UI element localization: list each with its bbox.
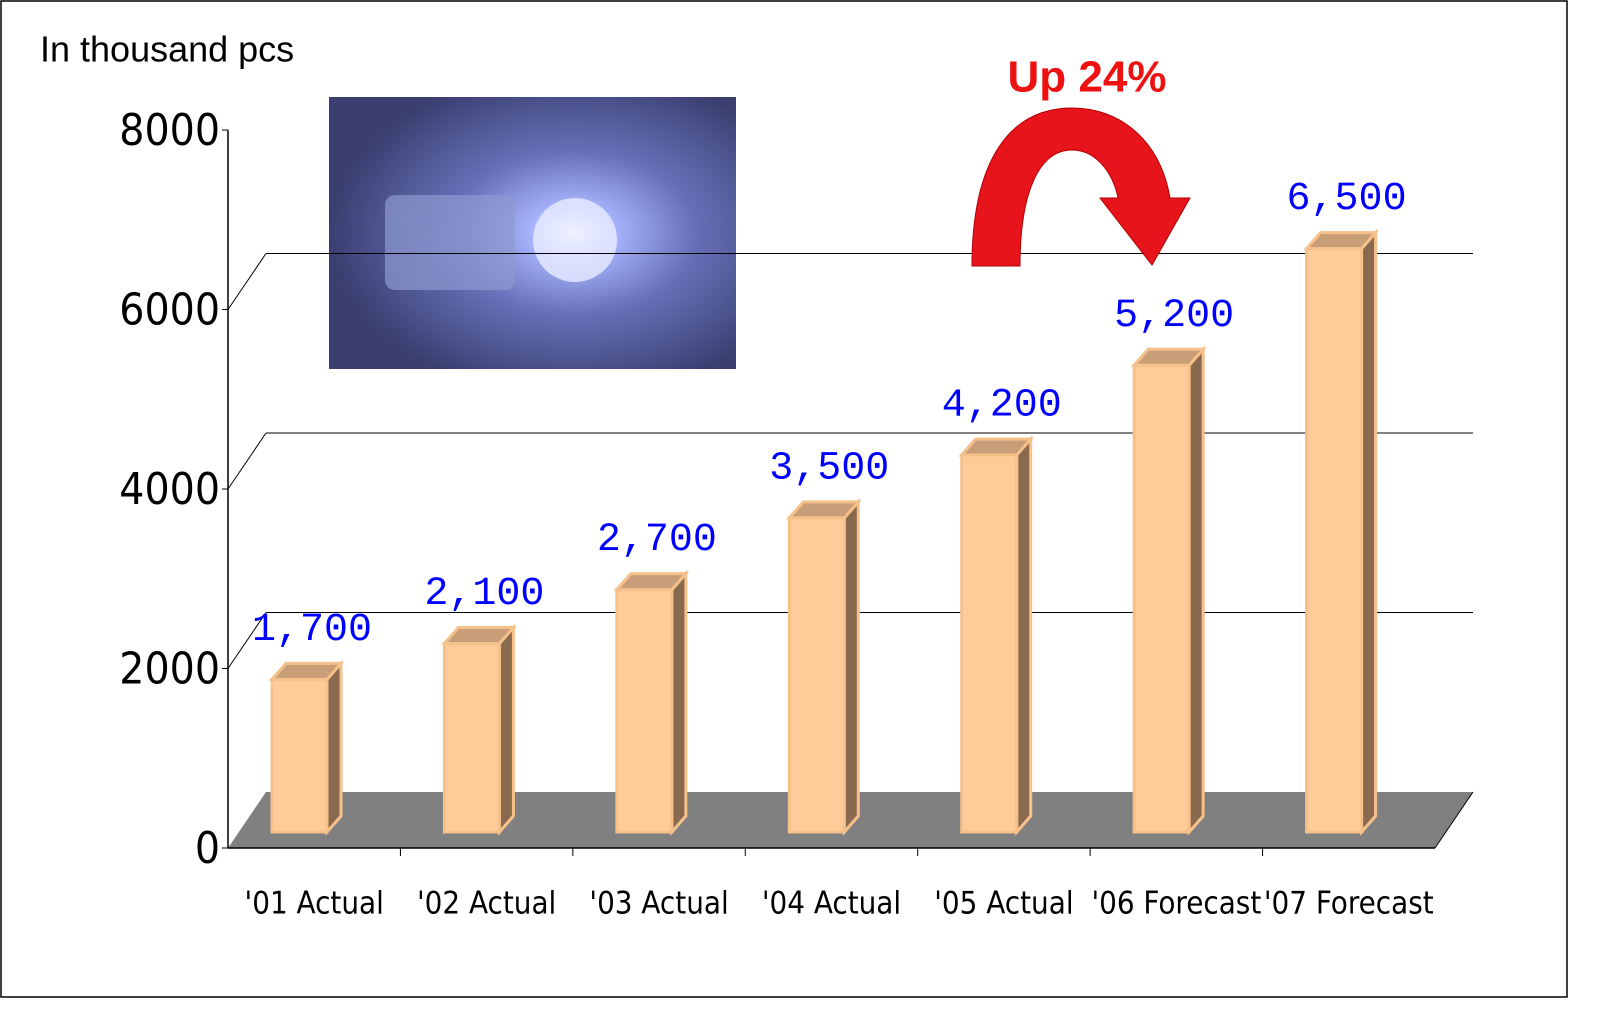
bar: [442, 642, 501, 834]
bar-top: [613, 572, 690, 592]
x-tick-label: '05 Actual: [934, 886, 1073, 922]
value-label: 6,500: [1287, 177, 1407, 222]
y-tick-label: 2000: [119, 644, 220, 695]
x-tick-label: '03 Actual: [589, 886, 728, 922]
bar: [615, 588, 674, 834]
bar-top: [1303, 231, 1379, 251]
bar-side: [325, 659, 343, 836]
y-axis-label: In thousand pcs: [40, 29, 294, 70]
grid-line: [227, 432, 267, 490]
y-tick-label: 0: [195, 823, 220, 874]
bar: [960, 453, 1019, 834]
floor-edge: [1434, 791, 1474, 849]
bar-top: [958, 437, 1035, 457]
bar-side: [1187, 345, 1205, 836]
value-label: 4,200: [942, 384, 1062, 429]
y-tick-label: 8000: [119, 105, 220, 156]
bar: [270, 677, 329, 834]
x-tick-label: '07 Forecast: [1264, 886, 1434, 922]
growth-arrow: [971, 107, 1191, 267]
y-tick-label: 4000: [119, 464, 220, 515]
bar-side: [670, 569, 688, 836]
value-label: 3,500: [769, 446, 889, 491]
value-label: 2,700: [597, 518, 717, 563]
bar-top: [785, 500, 862, 520]
bar-top: [268, 661, 345, 681]
annotation: Up 24%: [1008, 53, 1167, 102]
bar-side: [842, 497, 860, 836]
x-tick-label: '04 Actual: [762, 886, 901, 922]
photo: [329, 97, 736, 369]
grid-line: [227, 253, 267, 310]
value-label: 5,200: [1114, 294, 1234, 339]
value-label: 1,700: [252, 608, 372, 653]
y-tick-label: 6000: [119, 285, 220, 336]
x-tick-label: '06 Forecast: [1091, 886, 1261, 922]
x-tick-label: '01 Actual: [245, 886, 384, 922]
bar-side: [1360, 228, 1378, 836]
x-tick-label: '02 Actual: [417, 886, 556, 922]
grid-line: [227, 612, 267, 669]
value-label: 2,100: [424, 572, 544, 617]
bar-top: [441, 626, 517, 646]
bar-side: [497, 623, 515, 836]
bar: [1132, 363, 1191, 834]
bar: [1305, 247, 1364, 834]
bar-side: [1015, 435, 1033, 836]
bar: [787, 516, 846, 834]
bar-top: [1130, 347, 1207, 367]
